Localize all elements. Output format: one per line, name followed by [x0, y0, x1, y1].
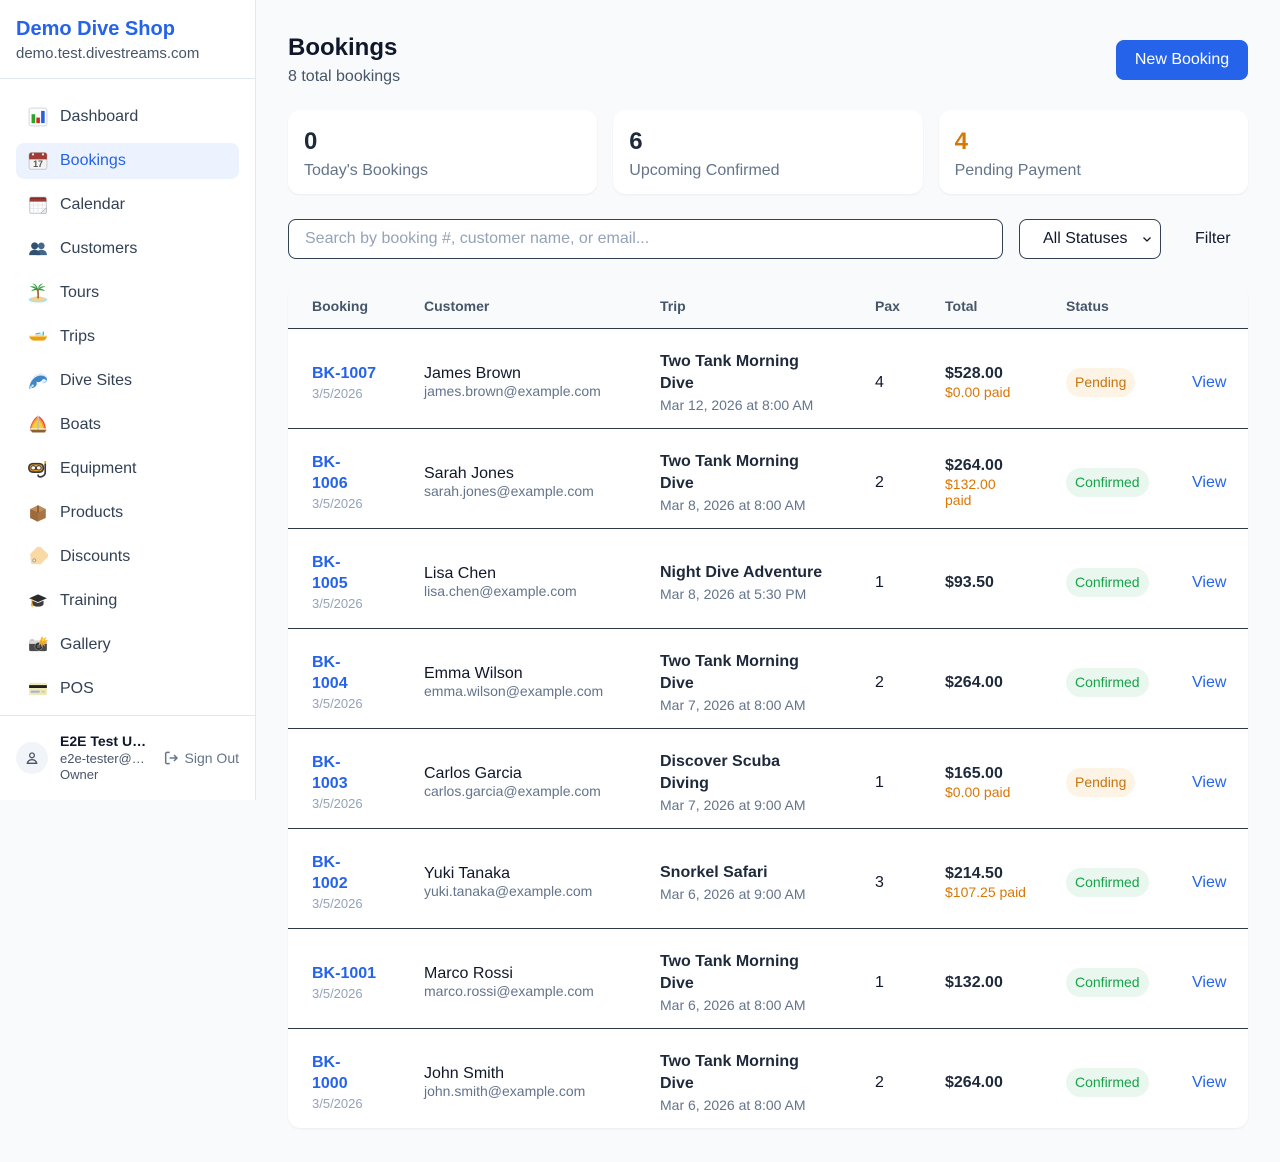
- svg-text:17: 17: [33, 159, 43, 169]
